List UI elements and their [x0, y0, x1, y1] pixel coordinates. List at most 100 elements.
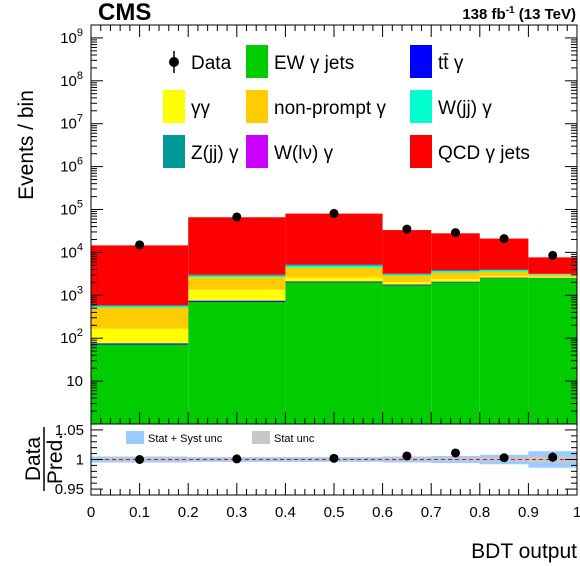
bar-wjj-bin-3 [382, 274, 432, 276]
y-tick-base: 10 [60, 116, 77, 133]
ratio-legend-swatch [126, 431, 144, 444]
bar-ew-bin-6 [528, 278, 577, 424]
series-qcd [91, 213, 577, 306]
x-tick-label: 0.7 [421, 504, 442, 521]
series-np [91, 267, 577, 329]
bar-wjj-bin-2 [285, 265, 383, 268]
bar-ew-bin-2 [285, 282, 383, 424]
y-tick-base: 10 [66, 373, 83, 390]
legend-item-ttg: tt̄ γ [410, 45, 464, 78]
bar-wjj-bin-4 [431, 271, 480, 273]
y-tick-label: 107 [60, 113, 83, 133]
y-tick-exponent: 6 [77, 156, 83, 168]
series-wjj [91, 265, 577, 308]
y-tick-exponent: 7 [77, 113, 83, 125]
x-tick-label: 0.5 [324, 504, 345, 521]
series-zjj [91, 264, 577, 307]
bar-np-bin-4 [431, 272, 480, 280]
luminosity-label: 138 fb-1 (13 TeV) [462, 5, 576, 23]
legend-item-wlv: W(lν) γ [246, 135, 334, 168]
ratio-y-title-bottom: Pred. [44, 434, 67, 484]
bar-wjj-bin-0 [91, 306, 189, 308]
bar-zjj-bin-1 [188, 274, 286, 276]
series-wlv [91, 264, 577, 306]
data-point [499, 234, 509, 244]
data-point [135, 240, 145, 250]
y-tick-base: 10 [60, 287, 77, 304]
ratio-point [135, 455, 145, 464]
x-tick-label: 0 [87, 504, 95, 521]
legend-swatch [163, 90, 185, 123]
bar-np-bin-0 [91, 307, 189, 329]
y-tick-base: 10 [60, 202, 77, 219]
bar-wjj-bin-1 [188, 275, 286, 278]
legend-item-wjj: W(jj) γ [410, 90, 492, 123]
y-tick-exponent: 5 [77, 199, 83, 211]
ratio-y-tick-label: 1 [76, 452, 84, 469]
x-tick-label: 0.2 [178, 504, 199, 521]
series-ew [91, 278, 577, 424]
y-tick-exponent: 8 [77, 70, 83, 82]
y-tick-base: 10 [60, 30, 77, 47]
ratio-point [329, 453, 339, 463]
bar-np-bin-6 [528, 274, 577, 277]
bar-ew-bin-1 [188, 301, 286, 424]
bar-ttg-bin-0 [91, 343, 189, 345]
y-tick-label: 10 [66, 373, 83, 390]
y-tick-base: 10 [60, 73, 77, 90]
bar-zjj-bin-3 [382, 273, 432, 275]
legend-label: tt̄ γ [438, 53, 464, 74]
bar-zjj-bin-0 [91, 305, 189, 307]
bar-ew-bin-0 [91, 344, 189, 424]
y-tick-base: 10 [60, 330, 77, 347]
x-tick-label: 0.8 [469, 504, 490, 521]
ratio-point [402, 451, 412, 461]
bar-qcd-bin-1 [188, 217, 286, 275]
data-point [451, 228, 460, 238]
bar-ew-bin-4 [431, 282, 480, 424]
y-tick-base: 10 [60, 244, 77, 261]
bar-ttg-bin-5 [479, 277, 529, 279]
y-tick-label: 103 [60, 284, 83, 304]
bar-wjj-bin-5 [479, 270, 529, 272]
legend-label: EW γ jets [274, 53, 354, 74]
bar-qcd-bin-3 [382, 230, 432, 274]
bar-ew-bin-5 [479, 278, 529, 424]
bar-gg-bin-3 [382, 282, 432, 285]
legend-swatch [410, 45, 432, 78]
legend-label: W(jj) γ [438, 98, 492, 119]
ratio-legend: Stat + Syst unc Stat unc [126, 431, 315, 445]
ratio-y-tick-label: 0.95 [55, 481, 84, 498]
bar-ttg-bin-3 [382, 284, 432, 286]
legend: Data EW γ jets tt̄ γ γγ non-prompt γ W(jj) γ Z… [163, 45, 530, 168]
y-tick-label: 108 [60, 70, 83, 90]
y-tick-exponent: 4 [77, 241, 83, 253]
legend-swatch [246, 45, 268, 78]
ratio-point [451, 448, 460, 458]
data-point [232, 212, 242, 222]
ratio-point [499, 453, 509, 463]
data-point [548, 250, 558, 260]
bar-gg-bin-5 [479, 275, 529, 278]
bar-qcd-bin-0 [91, 245, 189, 306]
bar-qcd-bin-6 [528, 257, 577, 274]
ratio-y-tick-label: 1.05 [55, 422, 84, 439]
y-tick-exponent: 9 [77, 27, 83, 39]
bar-np-bin-1 [188, 277, 286, 290]
y-tick-exponent: 3 [77, 284, 83, 296]
bar-ttg-bin-4 [431, 281, 480, 283]
data-point [402, 224, 412, 234]
y-axis-title: Events / bin [15, 90, 38, 200]
x-tick-label: 0.3 [226, 504, 247, 521]
bar-np-bin-3 [382, 275, 432, 283]
ratio-panel: 0.95 1 1.05 0 0.1 0.2 0.3 0.4 0.5 0.6 0.7 0.8 0.9 1 St… [22, 422, 580, 563]
luminosity-value: 138 fb [462, 6, 505, 23]
bar-zjj-bin-2 [285, 264, 383, 266]
bar-gg-bin-2 [285, 277, 383, 282]
legend-data-marker [169, 57, 179, 67]
legend-label: Data [191, 53, 232, 74]
y-tick-base: 10 [60, 159, 77, 176]
luminosity-exponent: -1 [506, 5, 515, 16]
y-tick-label: 109 [60, 27, 83, 47]
ratio-legend-label: Stat + Syst unc [148, 433, 223, 445]
